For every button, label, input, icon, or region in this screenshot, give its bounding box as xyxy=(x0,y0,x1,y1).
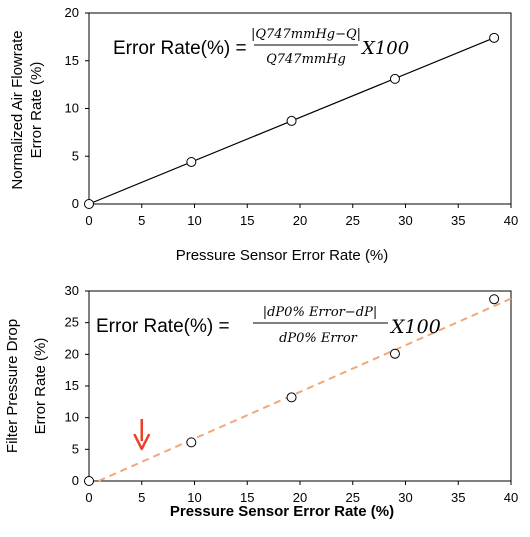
y-tick-label: 10 xyxy=(65,101,79,116)
x-tick-label: 5 xyxy=(138,213,145,228)
x-tick-label: 20 xyxy=(293,213,307,228)
y-tick-label: 25 xyxy=(65,315,79,330)
x-tick-label: 30 xyxy=(398,490,412,505)
x-tick-label: 40 xyxy=(504,490,518,505)
y-tick-label: 20 xyxy=(65,5,79,20)
formula-bottom-denominator: dP0% Error xyxy=(279,331,358,346)
arrow-head xyxy=(133,433,150,451)
x-tick-label: 20 xyxy=(293,490,307,505)
x-axis-label-bottom: Pressure Sensor Error Rate (%) xyxy=(170,503,394,520)
data-point xyxy=(389,73,400,84)
data-point xyxy=(84,199,94,209)
data-point xyxy=(286,392,297,403)
y-axis-label-top-line2: Error Rate (%) xyxy=(28,62,45,159)
x-tick-label: 25 xyxy=(346,213,360,228)
y-axis-label-bottom-line2: Error Rate (%) xyxy=(32,338,49,435)
formula-bottom-prefix: Error Rate(%) = xyxy=(96,316,230,337)
y-tick-label: 5 xyxy=(72,441,79,456)
x-tick-label: 5 xyxy=(138,490,145,505)
x-ticks-bottom: 0 5 10 15 20 25 30 35 40 xyxy=(85,481,518,505)
x-tick-label: 35 xyxy=(451,213,465,228)
series-line xyxy=(98,297,512,482)
y-tick-label: 15 xyxy=(65,53,79,68)
formula-bottom-suffix: X100 xyxy=(389,316,441,338)
data-point xyxy=(389,348,400,359)
formula-top-prefix: Error Rate(%) = xyxy=(113,38,247,59)
x-axis-label-top: Pressure Sensor Error Rate (%) xyxy=(176,247,389,264)
y-tick-label: 0 xyxy=(72,473,79,488)
formula-top-numerator: |Q747mmHg−Q| xyxy=(251,27,361,42)
data-points-top xyxy=(84,32,500,209)
y-tick-label: 5 xyxy=(72,148,79,163)
formula-top: Error Rate(%) = |Q747mmHg−Q| Q747mmHg X1… xyxy=(113,27,409,67)
data-point xyxy=(489,294,500,305)
x-tick-label: 40 xyxy=(504,213,518,228)
x-tick-label: 35 xyxy=(451,490,465,505)
x-ticks-top: 0 5 10 15 20 25 30 35 40 xyxy=(85,204,518,228)
y-axis-label-top-line1: Normalized Air Flowrate xyxy=(9,30,26,189)
data-point xyxy=(186,437,197,448)
x-tick-label: 30 xyxy=(398,213,412,228)
y-tick-label: 0 xyxy=(72,196,79,211)
y-tick-label: 30 xyxy=(65,283,79,298)
x-tick-label: 15 xyxy=(240,490,254,505)
y-tick-label: 15 xyxy=(65,378,79,393)
y-ticks-bottom: 0 5 10 15 20 25 30 xyxy=(65,283,89,488)
data-point xyxy=(84,476,94,486)
data-points-bottom xyxy=(84,294,500,486)
y-axis-label-bottom-line1: Filter Pressure Drop xyxy=(4,319,21,453)
data-point xyxy=(186,156,197,167)
formula-top-denominator: Q747mmHg xyxy=(266,52,346,67)
y-tick-label: 20 xyxy=(65,346,79,361)
chart-top: 0 5 10 15 20 0 5 10 15 20 25 30 35 40 Pressure Senso… xyxy=(9,5,518,264)
arrow-marker xyxy=(133,419,150,451)
x-tick-label: 0 xyxy=(85,490,92,505)
formula-top-suffix: X100 xyxy=(360,38,409,59)
data-point xyxy=(489,32,500,43)
formula-bottom: Error Rate(%) = |dP0% Error−dP| dP0% Err… xyxy=(96,305,441,346)
fit-line-bottom xyxy=(98,297,512,482)
x-tick-label: 25 xyxy=(346,490,360,505)
x-tick-label: 15 xyxy=(240,213,254,228)
y-ticks-top: 0 5 10 15 20 xyxy=(65,5,89,211)
chart-bottom: 0 5 10 15 20 25 30 0 5 10 15 20 25 30 35 40 Pressure S… xyxy=(4,283,518,520)
x-tick-label: 10 xyxy=(187,490,201,505)
x-tick-label: 10 xyxy=(187,213,201,228)
data-point xyxy=(286,115,297,126)
y-tick-label: 10 xyxy=(65,410,79,425)
x-tick-label: 0 xyxy=(85,213,92,228)
formula-bottom-numerator: |dP0% Error−dP| xyxy=(263,305,378,320)
